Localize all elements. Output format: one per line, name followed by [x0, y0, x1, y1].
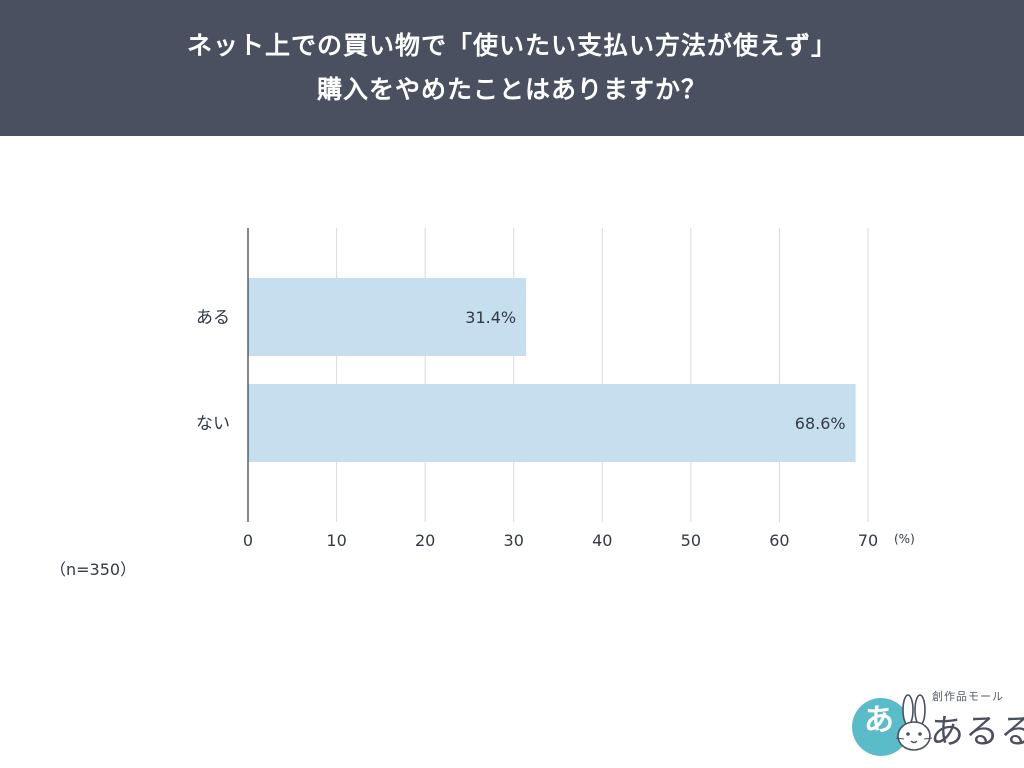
x-tick-label: 10	[326, 531, 346, 550]
bar-value-label: 31.4%	[465, 308, 516, 327]
category-label: ある	[196, 308, 230, 328]
sample-size-note: （n=350）	[50, 560, 137, 579]
logo-circle-glyph: あ	[864, 703, 894, 738]
x-tick-label: 50	[681, 531, 701, 550]
labels: 0 10 20 30 40 50 60 70 (%) 31.4% ある 68.6% ない	[196, 308, 915, 550]
x-tick-label: 60	[769, 531, 789, 550]
bars	[248, 278, 856, 462]
x-tick-label: 0	[243, 531, 253, 550]
bar	[248, 278, 527, 356]
logo-main-text: あるる	[930, 712, 1024, 752]
logo-subtext: 創作品モール	[932, 690, 1004, 703]
title-line-2: 購入をやめたことはありますか？	[316, 75, 707, 104]
x-tick-label: 40	[592, 531, 612, 550]
chart-header: ネット上での買い物で「使いたい支払い方法が使えず」 購入をやめたことはありますか…	[0, 0, 1024, 136]
x-tick-label: 20	[415, 531, 435, 550]
bar	[248, 384, 856, 462]
x-tick-label: 70	[858, 531, 878, 550]
logo-circle	[852, 698, 910, 756]
category-label: ない	[196, 414, 230, 434]
x-unit-label: (%)	[894, 532, 915, 546]
bar-value-label: 68.6%	[795, 414, 846, 433]
title-line-1: ネット上での買い物で「使いたい支払い方法が使えず」	[186, 31, 837, 60]
site-logo: あ 創作品モール あるる	[850, 688, 1024, 758]
grid-lines	[336, 228, 869, 522]
rabbit-icon	[895, 694, 933, 751]
x-tick-label: 30	[504, 531, 524, 550]
